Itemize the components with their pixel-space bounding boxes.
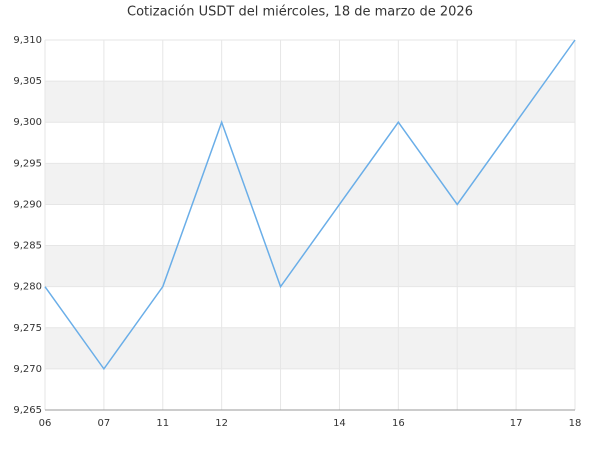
x-tick-label: 06 bbox=[39, 418, 52, 429]
x-tick-label: 18 bbox=[569, 418, 582, 429]
y-tick-label: 9,310 bbox=[13, 35, 42, 46]
y-tick-label: 9,300 bbox=[13, 117, 42, 128]
y-tick-label: 9,290 bbox=[13, 199, 42, 210]
y-tick-label: 9,285 bbox=[13, 241, 42, 252]
y-tick-label: 9,305 bbox=[13, 76, 42, 87]
y-tick-label: 9,275 bbox=[13, 323, 42, 334]
x-tick-label: 17 bbox=[510, 418, 523, 429]
y-tick-label: 9,265 bbox=[13, 405, 42, 416]
y-tick-label: 9,295 bbox=[13, 158, 42, 169]
grid-band bbox=[45, 327, 575, 369]
y-tick-label: 9,280 bbox=[13, 282, 42, 293]
line-series bbox=[44, 39, 576, 371]
x-tick-label: 12 bbox=[215, 418, 228, 429]
chart-title: Cotización USDT del miércoles, 18 de mar… bbox=[127, 5, 473, 20]
x-tick-label: 11 bbox=[156, 418, 169, 429]
y-tick-label: 9,270 bbox=[13, 364, 42, 375]
grid-band bbox=[45, 81, 575, 123]
x-tick-label: 16 bbox=[392, 418, 405, 429]
x-tick-label: 07 bbox=[98, 418, 111, 429]
grid-band bbox=[45, 163, 575, 205]
x-tick-label: 14 bbox=[333, 418, 346, 429]
grid-band bbox=[45, 245, 575, 287]
